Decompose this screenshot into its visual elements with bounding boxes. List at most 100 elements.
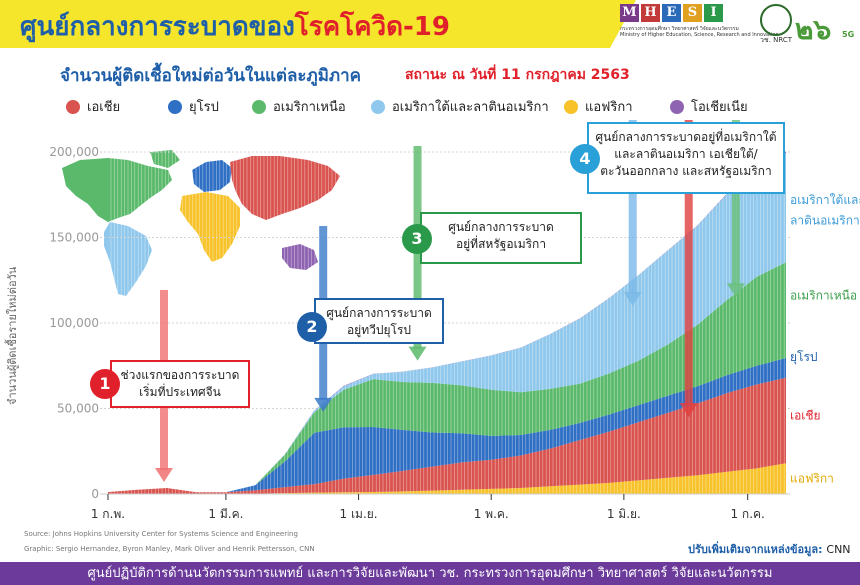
title-accent: โรคโควิด-19 bbox=[294, 12, 450, 42]
wc-logo: ๒๖ bbox=[795, 13, 832, 46]
annotation-box: ศูนย์กลางการระบาดอยู่ที่อเมริกาใต้และลาต… bbox=[587, 122, 785, 194]
legend-item: ยุโรป bbox=[168, 96, 219, 117]
nrct-logo bbox=[760, 4, 792, 36]
chart-bar-texture bbox=[100, 142, 790, 495]
legend-swatch bbox=[371, 99, 385, 114]
series-end-label: อเมริกาเหนือ bbox=[790, 289, 857, 303]
legend-swatch bbox=[564, 99, 578, 114]
mhesi-letter: I bbox=[704, 4, 723, 22]
map-africa bbox=[180, 192, 240, 262]
x-axis-ticks: 1 ก.พ. 1 มี.ค. 1 เม.ย. 1 พ.ค. 1 มิ.ย. 1 ก.ค. bbox=[91, 494, 765, 521]
graphic-credit: Graphic: Sergio Hernandez, Byron Manley,… bbox=[24, 545, 315, 553]
legend-label: ยุโรป bbox=[189, 100, 219, 115]
legend-label: โอเชียเนีย bbox=[691, 100, 748, 115]
annotation-text: เริ่มที่ประเทศจีน bbox=[139, 385, 221, 399]
annotation-text: ศูนย์กลางการระบาดอยู่ที่อเมริกาใต้ bbox=[595, 130, 777, 144]
arrow-shaft bbox=[628, 120, 637, 294]
x-tick-label: 1 ก.ค. bbox=[730, 507, 764, 521]
mhesi-letter: E bbox=[662, 4, 681, 22]
x-tick-label: 1 ก.พ. bbox=[91, 507, 125, 521]
world-map-illustration bbox=[62, 150, 340, 296]
y-axis-ticks: 0 50,000 100,000 150,000 200,000 bbox=[49, 145, 99, 501]
annotation-text: อยู่ทวีปยุโรป bbox=[346, 323, 412, 337]
annotation-box: ช่วงแรกของการระบาดเริ่มที่ประเทศจีน bbox=[110, 360, 250, 408]
legend-item: อเมริกาใต้และลาตินอเมริกา bbox=[371, 96, 549, 117]
arrow-head bbox=[679, 403, 698, 418]
mhesi-letter: S bbox=[683, 4, 702, 22]
series-area bbox=[108, 262, 786, 493]
series-end-label: แอฟริกา bbox=[790, 472, 834, 486]
series-area bbox=[108, 152, 786, 493]
adapted-prefix: ปรับเพิ่มเติมจากแหล่งข้อมูล: bbox=[688, 543, 823, 556]
legend-swatch bbox=[252, 99, 266, 114]
x-tick-label: 1 พ.ค. bbox=[474, 507, 509, 521]
annotation-text: ศูนย์กลางการระบาด bbox=[448, 220, 554, 234]
annotation-box: ศูนย์กลางการระบาด อยู่ที่สหรัฐอเมริกา bbox=[420, 212, 582, 264]
series-end-labels: อเมริกาใต้และลาตินอเมริกาอเมริกาเหนือยุโ… bbox=[790, 193, 860, 486]
x-tick-label: 1 มิ.ย. bbox=[607, 507, 641, 521]
source-credit: Source: Johns Hopkins University Center … bbox=[24, 530, 298, 538]
arrow-head bbox=[408, 346, 427, 361]
annotation-text: ศูนย์กลางการระบาด bbox=[326, 306, 432, 320]
series-area bbox=[108, 463, 786, 494]
mhesi-subtitle-th: กระทรวงการอุดมศึกษา วิทยาศาสตร์ วิจัยและ… bbox=[620, 26, 739, 32]
map-asia bbox=[230, 156, 340, 220]
series-end-label: อเมริกาใต้และ bbox=[790, 193, 860, 207]
annotation-text: และลาตินอเมริกา เอเชียใต้/ bbox=[614, 147, 758, 161]
status-date: สถานะ ณ วันที่ 11 กรกฎาคม 2563 bbox=[405, 67, 630, 83]
annotation-number-badge: 1 bbox=[90, 369, 120, 399]
annotation-number-badge: 4 bbox=[570, 144, 600, 174]
legend-label: อเมริกาเหนือ bbox=[273, 100, 346, 115]
legend-swatch bbox=[670, 99, 684, 114]
map-europe bbox=[192, 160, 232, 192]
chart-stacked-areas bbox=[108, 151, 786, 494]
wc-5g-label: 5G bbox=[842, 30, 855, 39]
arrow-head bbox=[623, 291, 642, 306]
legend-label: เอเชีย bbox=[87, 100, 121, 115]
y-axis-label: จำนวนผู้ติดเชื้อรายใหม่ต่อวัน bbox=[6, 266, 19, 406]
nrct-label: วช. NRCT bbox=[760, 36, 793, 44]
y-tick-label: 100,000 bbox=[49, 316, 99, 330]
annotation-number-badge: 3 bbox=[402, 224, 432, 254]
legend-swatch bbox=[168, 99, 182, 114]
series-end-label: ยุโรป bbox=[790, 350, 818, 365]
arrow-shaft bbox=[684, 120, 693, 406]
annotation-number-badge: 2 bbox=[297, 312, 327, 342]
arrow-head bbox=[155, 468, 174, 483]
footer-banner: ศูนย์ปฏิบัติการด้านนวัตกรรมการแพทย์ และก… bbox=[0, 562, 860, 585]
x-tick-label: 1 เม.ย. bbox=[340, 507, 378, 521]
arrow-head bbox=[314, 397, 333, 412]
annotation-text: ช่วงแรกของการระบาด bbox=[120, 368, 240, 382]
legend-item: โอเชียเนีย bbox=[670, 96, 748, 117]
x-tick-label: 1 มี.ค. bbox=[208, 507, 243, 521]
adapted-from: ปรับเพิ่มเติมจากแหล่งข้อมูล: CNN bbox=[688, 540, 851, 558]
mhesi-subtitle-en: Ministry of Higher Education, Science, R… bbox=[620, 32, 779, 38]
arrow-head bbox=[726, 283, 745, 298]
mhesi-letter: M bbox=[620, 4, 639, 22]
series-area bbox=[108, 377, 786, 494]
mhesi-letter: H bbox=[641, 4, 660, 22]
legend-swatch bbox=[66, 99, 80, 114]
y-tick-label: 200,000 bbox=[49, 145, 99, 159]
y-tick-label: 0 bbox=[91, 487, 99, 501]
legend-item: แอฟริกา bbox=[564, 96, 633, 117]
arrow-shaft bbox=[731, 120, 740, 286]
annotation-text: ตะวันออกกลาง และสหรัฐอเมริกา bbox=[600, 164, 772, 178]
series-end-label: เอเชีย bbox=[790, 408, 821, 422]
y-tick-label: 50,000 bbox=[57, 402, 99, 416]
legend-item: เอเชีย bbox=[66, 96, 120, 117]
annotation-box: ศูนย์กลางการระบาดอยู่ทวีปยุโรป bbox=[314, 298, 444, 344]
y-tick-label: 150,000 bbox=[49, 231, 99, 245]
title-main: ศูนย์กลางการระบาดของ bbox=[20, 12, 295, 42]
chart-subtitle: จำนวนผู้ติดเชื้อใหม่ต่อวันในแต่ละภูมิภาค bbox=[60, 66, 362, 86]
adapted-source: CNN bbox=[826, 543, 851, 556]
map-north-america bbox=[62, 158, 172, 222]
legend-label: อเมริกาใต้และลาตินอเมริกา bbox=[392, 100, 549, 115]
chart-svg: 0 50,000 100,000 150,000 200,000 1 ก.พ. 1 มี.… bbox=[49, 120, 860, 521]
legend-item: อเมริกาเหนือ bbox=[252, 96, 346, 117]
series-end-label: ลาตินอเมริกา bbox=[790, 213, 860, 227]
page-title: ศูนย์กลางการระบาดของโรคโควิด-19 bbox=[20, 6, 450, 47]
map-oceania bbox=[282, 244, 318, 270]
